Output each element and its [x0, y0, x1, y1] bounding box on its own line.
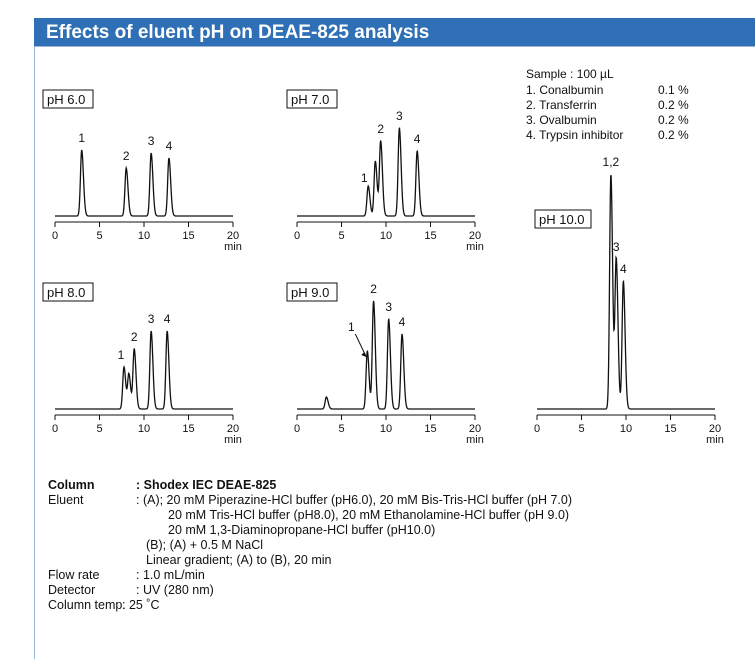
header-title: Effects of eluent pH on DEAE-825 analysi…: [46, 22, 429, 43]
chromatogram-trace: [297, 126, 475, 217]
panel-label: pH 10.0: [539, 212, 585, 227]
peak-label: 2: [131, 330, 138, 344]
sample-conc: 0.2 %: [658, 128, 689, 142]
peak-label: 3: [148, 312, 155, 326]
panel-label-box: [42, 282, 94, 302]
peak-label: 2: [370, 282, 377, 296]
x-tick-label: 5: [338, 230, 344, 242]
x-tick-label: 20: [469, 230, 481, 242]
condition-value: : UV (280 nm): [136, 583, 214, 597]
sample-name: 4. Trypsin inhibitor: [526, 128, 623, 142]
x-tick-label: 20: [227, 230, 239, 242]
x-tick-label: 20: [709, 423, 721, 435]
x-tick-label: 10: [138, 423, 150, 435]
peak-label: 3: [396, 109, 403, 123]
x-tick-label: 15: [664, 423, 676, 435]
panel-label-box: [286, 282, 338, 302]
x-axis-label: min: [224, 434, 242, 446]
panel-label-box: [286, 89, 338, 109]
condition-value: 20 mM Tris-HCl buffer (pH8.0), 20 mM Eth…: [168, 508, 569, 522]
peak-label: 1: [118, 348, 125, 362]
condition-value: : (A); 20 mM Piperazine-HCl buffer (pH6.…: [136, 493, 572, 507]
sample-title: Sample : 100 µL: [526, 67, 614, 81]
peak-label: 2: [377, 122, 384, 136]
peak-label: 1: [78, 131, 85, 145]
x-tick-label: 5: [338, 423, 344, 435]
condition-value: 20 mM 1,3-Diaminopropane-HCl buffer (pH1…: [168, 523, 435, 537]
x-tick-label: 15: [424, 423, 436, 435]
x-tick-label: 0: [294, 230, 300, 242]
header-bar: [34, 18, 755, 46]
panel-label: pH 9.0: [291, 285, 329, 300]
peak-label: 1: [348, 320, 355, 334]
peak-label: 4: [164, 312, 171, 326]
peak-label: 1: [361, 171, 368, 185]
peak-label: 3: [385, 300, 392, 314]
x-tick-label: 20: [469, 423, 481, 435]
x-tick-label: 5: [578, 423, 584, 435]
x-tick-label: 0: [52, 230, 58, 242]
peak-label: 4: [414, 132, 421, 146]
x-tick-label: 15: [182, 230, 194, 242]
chromatogram-trace: [537, 175, 715, 410]
chromatogram-trace: [297, 300, 475, 410]
sample-name: 2. Transferrin: [526, 98, 597, 112]
x-tick-label: 0: [534, 423, 540, 435]
x-tick-label: 10: [138, 230, 150, 242]
sample-conc: 0.1 %: [658, 83, 689, 97]
chromatogram-trace: [55, 330, 233, 410]
sample-name: 1. Conalbumin: [526, 83, 603, 97]
x-axis-label: min: [224, 241, 242, 253]
panel-label-box: [534, 209, 592, 229]
condition-key: Column temp.: [48, 598, 126, 612]
condition-key: Column: [48, 478, 95, 492]
condition-key: Detector: [48, 583, 95, 597]
condition-value: : 25 ˚C: [122, 598, 160, 612]
peak-label: 2: [123, 149, 130, 163]
sample-conc: 0.2 %: [658, 113, 689, 127]
condition-value: (B); (A) + 0.5 M NaCl: [146, 538, 263, 552]
peak-label: 4: [620, 262, 627, 276]
x-axis-label: min: [466, 241, 484, 253]
x-tick-label: 5: [96, 230, 102, 242]
chromatogram-trace: [55, 149, 233, 217]
x-tick-label: 10: [380, 423, 392, 435]
x-axis-label: min: [706, 434, 724, 446]
condition-value: : 1.0 mL/min: [136, 568, 205, 582]
panel-label: pH 8.0: [47, 285, 85, 300]
x-tick-label: 5: [96, 423, 102, 435]
panel-label: pH 6.0: [47, 92, 85, 107]
x-tick-label: 20: [227, 423, 239, 435]
condition-value: : Shodex IEC DEAE-825: [136, 478, 276, 492]
peak-label: 3: [613, 240, 620, 254]
peak-label: 1,2: [603, 155, 620, 169]
x-tick-label: 0: [52, 423, 58, 435]
condition-value: Linear gradient; (A) to (B), 20 min: [146, 553, 332, 567]
condition-key: Flow rate: [48, 568, 99, 582]
condition-key: Eluent: [48, 493, 84, 507]
sample-name: 3. Ovalbumin: [526, 113, 597, 127]
peak-label: 3: [148, 134, 155, 148]
x-tick-label: 10: [620, 423, 632, 435]
x-tick-label: 10: [380, 230, 392, 242]
peak-label: 4: [399, 315, 406, 329]
sample-conc: 0.2 %: [658, 98, 689, 112]
peak-arrow-head: [361, 352, 367, 357]
peak-label: 4: [166, 139, 173, 153]
x-tick-label: 15: [182, 423, 194, 435]
panel-label: pH 7.0: [291, 92, 329, 107]
x-axis-label: min: [466, 434, 484, 446]
panel-label-box: [42, 89, 94, 109]
x-tick-label: 0: [294, 423, 300, 435]
x-tick-label: 15: [424, 230, 436, 242]
